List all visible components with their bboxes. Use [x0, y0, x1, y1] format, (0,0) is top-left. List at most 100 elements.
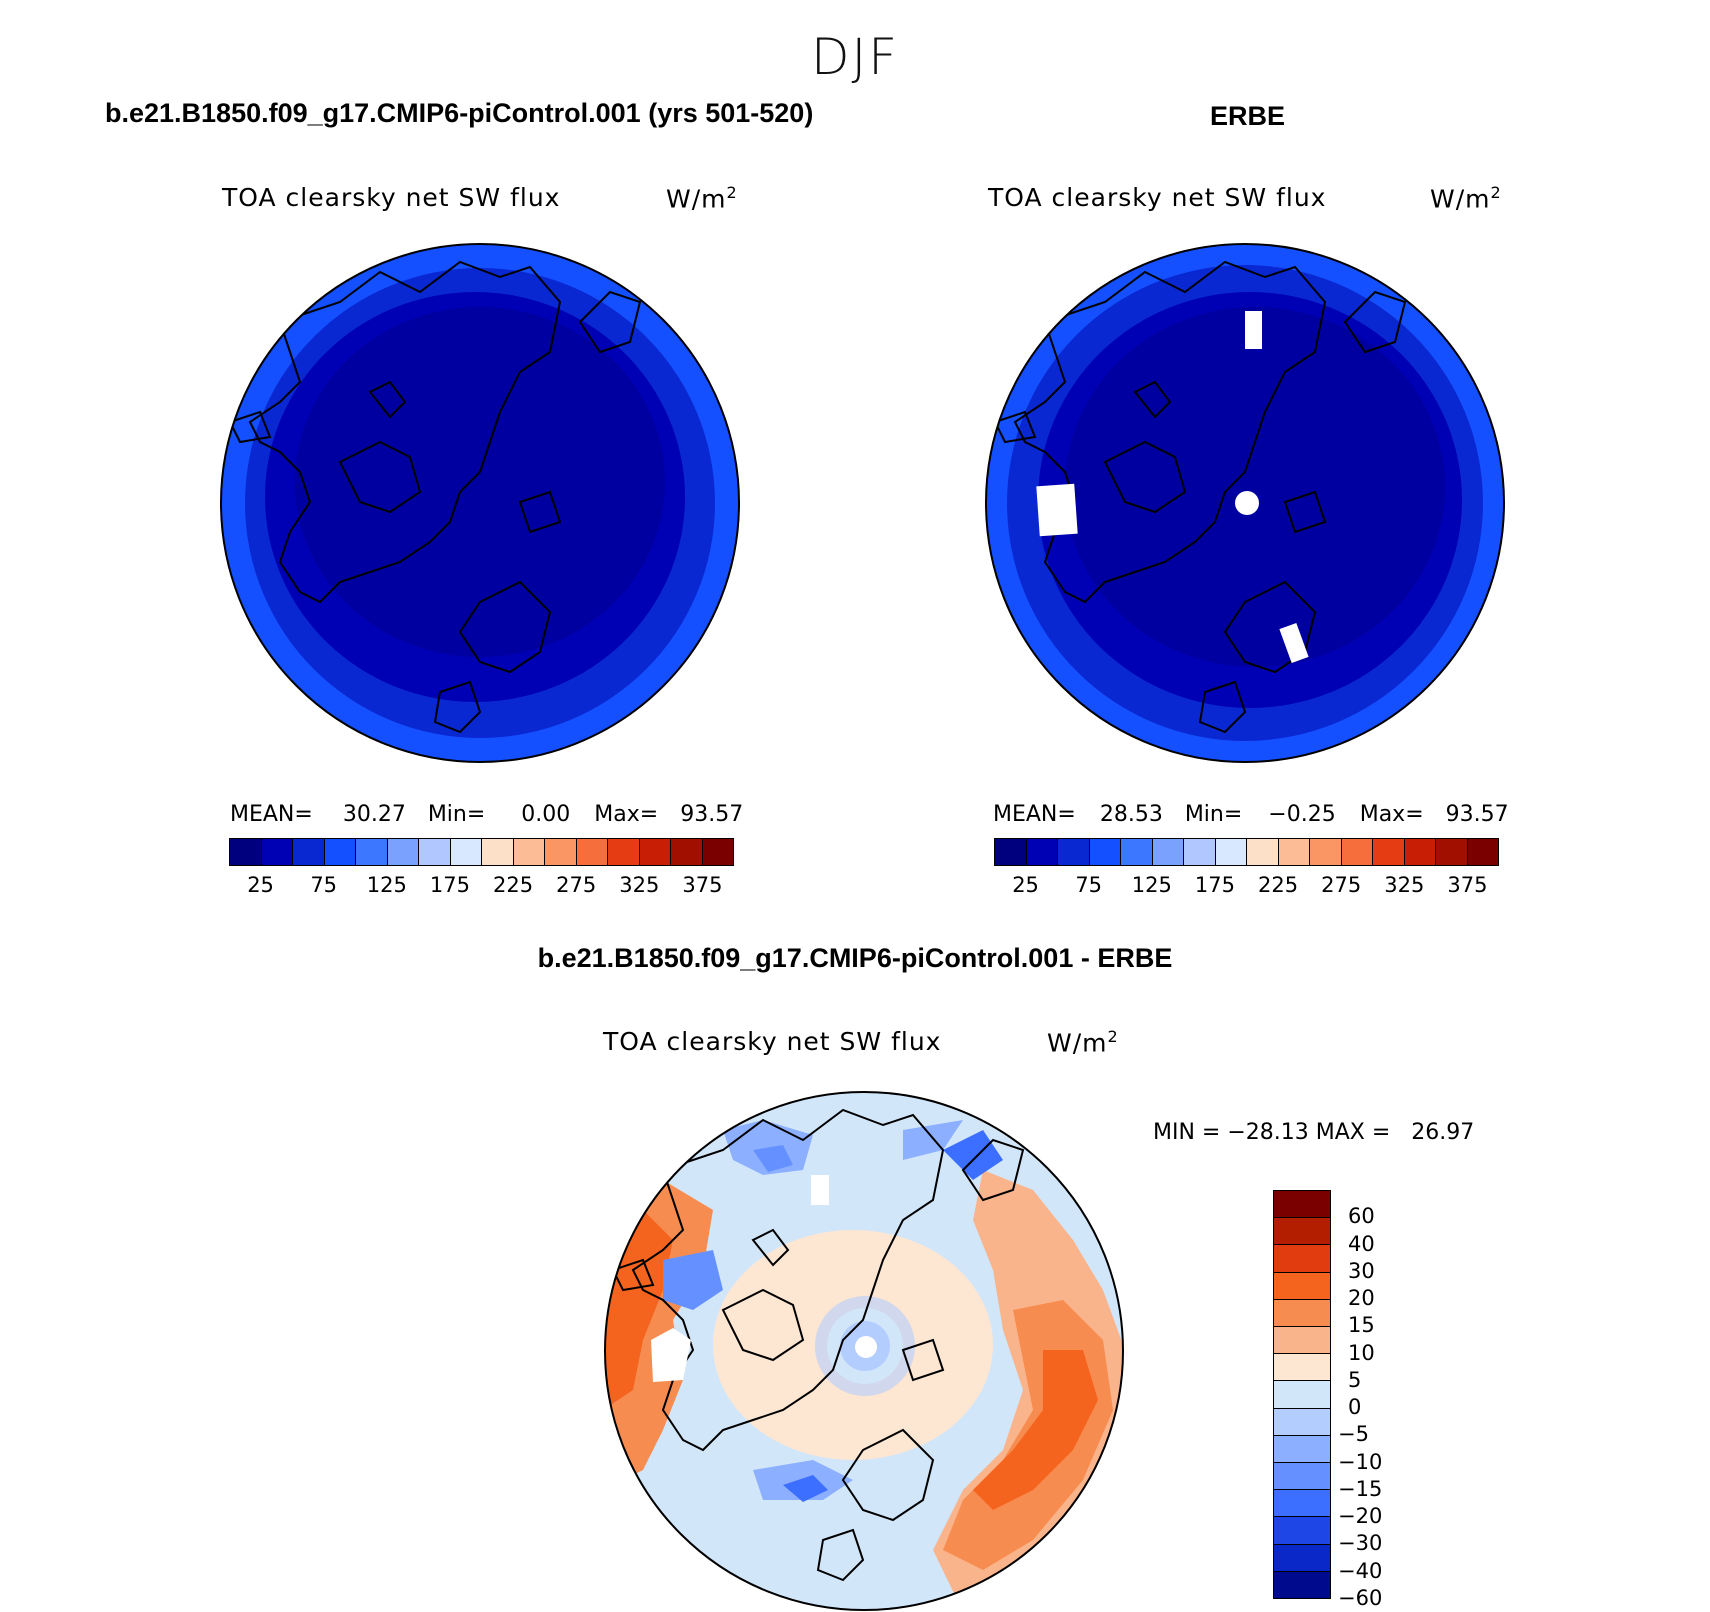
panel2-variable-label: TOA clearsky net SW flux [988, 183, 1327, 212]
colorbar-swatch [230, 839, 262, 865]
colorbar-tick-label: 275 [1321, 873, 1362, 897]
colorbar-swatch [1274, 1299, 1330, 1328]
colorbar-swatch [545, 839, 577, 865]
colorbar-tick-label: 0 [1348, 1395, 1362, 1420]
difference-polar-map [604, 1091, 1124, 1611]
colorbar-tick-label: 225 [493, 873, 534, 897]
colorbar-swatch [1310, 839, 1342, 865]
colorbar-tick-label: 5 [1348, 1367, 1362, 1392]
difference-title: b.e21.B1850.f09_g17.CMIP6-piControl.001 … [537, 943, 1173, 973]
colorbar-swatch [1274, 1517, 1330, 1545]
diff-variable-label: TOA clearsky net SW flux [603, 1027, 942, 1056]
season-title: DJF [810, 28, 899, 86]
colorbar-swatch [1373, 839, 1405, 865]
colorbar-swatch [261, 839, 293, 865]
colorbar-tick-label: 175 [1194, 873, 1235, 897]
colorbar-swatch [1274, 1272, 1330, 1300]
colorbar-tick-label: 325 [1384, 873, 1425, 897]
colorbar-tick-label: 325 [619, 873, 660, 897]
colorbar-swatch [1274, 1463, 1330, 1491]
obs-case-title: ERBE [1210, 101, 1286, 131]
panel1-colorbar [229, 838, 734, 866]
colorbar-swatch [1215, 839, 1247, 865]
colorbar-swatch [1274, 1354, 1330, 1382]
colorbar-tick-label: 225 [1258, 873, 1299, 897]
colorbar-swatch [1274, 1191, 1330, 1219]
colorbar-tick-label: 25 [247, 873, 274, 897]
colorbar-swatch [356, 839, 388, 865]
colorbar-swatch [671, 839, 703, 865]
colorbar-swatch [1089, 839, 1121, 865]
colorbar-tick-label: −10 [1338, 1449, 1383, 1474]
colorbar-tick-label: 75 [310, 873, 338, 897]
colorbar-swatch [1404, 839, 1436, 865]
colorbar-tick-label: −15 [1338, 1476, 1383, 1501]
panel2-stats: MEAN= 28.53 Min= −0.25 Max= 93.57 [993, 802, 1509, 827]
panel1-stats: MEAN= 30.27 Min= 0.00 Max= 93.57 [230, 802, 744, 827]
colorbar-swatch [1436, 839, 1468, 865]
colorbar-swatch [576, 839, 608, 865]
colorbar-tick-label: 175 [429, 873, 470, 897]
colorbar-swatch [608, 839, 640, 865]
panel2-units-label: W/m2 [1430, 183, 1502, 214]
difference-colorbar [1273, 1190, 1331, 1599]
obs-polar-map [985, 243, 1505, 763]
colorbar-tick-label: 275 [556, 873, 597, 897]
colorbar-swatch [1274, 1490, 1330, 1518]
difference-colorbar-ticks: 60 40 30 20 15 10 5 0 −5 −10 −15 −20 −30 −40 −60 [1338, 1190, 1420, 1610]
diff-units-label: W/m2 [1047, 1027, 1119, 1058]
colorbar-swatch [1274, 1218, 1330, 1246]
colorbar-tick-label: −20 [1338, 1504, 1383, 1529]
panel1-units-label: W/m2 [666, 183, 738, 214]
panel2-colorbar-ticks: 25 75 125 175 225 275 325 375 [994, 873, 1499, 903]
colorbar-swatch [1274, 1571, 1330, 1599]
colorbar-swatch [1341, 839, 1373, 865]
colorbar-swatch [387, 839, 419, 865]
colorbar-swatch [995, 839, 1027, 865]
model-polar-map [220, 243, 740, 763]
model-case-title: b.e21.B1850.f09_g17.CMIP6-piControl.001 … [105, 98, 814, 128]
colorbar-swatch [639, 839, 671, 865]
colorbar-swatch [1274, 1327, 1330, 1355]
colorbar-swatch [1247, 839, 1279, 865]
colorbar-swatch [1184, 839, 1216, 865]
colorbar-swatch [324, 839, 356, 865]
colorbar-swatch [1274, 1245, 1330, 1273]
diff-minmax: MIN = −28.13 MAX = 26.97 [1153, 1120, 1475, 1145]
colorbar-swatch [1274, 1408, 1330, 1436]
colorbar-swatch [1026, 839, 1058, 865]
colorbar-swatch [450, 839, 482, 865]
colorbar-tick-label: 75 [1075, 873, 1103, 897]
colorbar-tick-label: 15 [1348, 1313, 1375, 1338]
colorbar-tick-label: −30 [1338, 1531, 1383, 1556]
colorbar-swatch [1274, 1544, 1330, 1572]
colorbar-tick-label: 125 [366, 873, 407, 897]
panel1-variable-label: TOA clearsky net SW flux [222, 183, 561, 212]
colorbar-tick-label: 20 [1348, 1286, 1375, 1311]
colorbar-swatch [1274, 1435, 1330, 1464]
panel1-colorbar-ticks: 25 75 125 175 225 275 325 375 [229, 873, 734, 903]
colorbar-tick-label: 25 [1012, 873, 1039, 897]
colorbar-swatch [1278, 839, 1310, 865]
colorbar-tick-label: 60 [1348, 1204, 1375, 1229]
colorbar-tick-label: −5 [1338, 1422, 1369, 1447]
colorbar-tick-label: 125 [1131, 873, 1172, 897]
colorbar-swatch [1152, 839, 1184, 865]
colorbar-tick-label: 375 [682, 873, 723, 897]
colorbar-swatch [1121, 839, 1153, 865]
colorbar-tick-label: 40 [1348, 1231, 1375, 1256]
colorbar-swatch [1274, 1381, 1330, 1409]
colorbar-swatch [513, 839, 545, 865]
colorbar-swatch [482, 839, 514, 865]
colorbar-tick-label: 375 [1447, 873, 1488, 897]
colorbar-tick-label: −60 [1338, 1586, 1383, 1610]
colorbar-tick-label: −40 [1338, 1558, 1383, 1583]
colorbar-tick-label: 30 [1348, 1258, 1375, 1283]
colorbar-swatch [702, 839, 733, 865]
colorbar-swatch [419, 839, 451, 865]
colorbar-swatch [1467, 839, 1498, 865]
colorbar-tick-label: 10 [1348, 1340, 1375, 1365]
colorbar-swatch [1058, 839, 1090, 865]
colorbar-swatch [293, 839, 325, 865]
panel2-colorbar [994, 838, 1499, 866]
